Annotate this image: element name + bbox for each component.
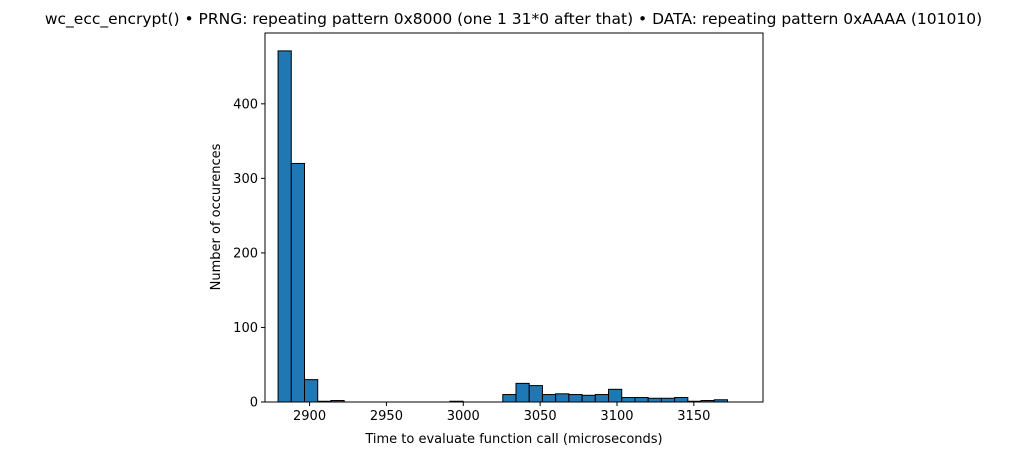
y-tick-label: 100 bbox=[233, 321, 258, 336]
plot-frame bbox=[264, 32, 764, 403]
x-axis: 2900 2950 3000 3050 3100 3150 bbox=[293, 402, 710, 424]
x-tick-label: 2950 bbox=[370, 409, 403, 424]
histogram-bar bbox=[568, 394, 583, 403]
histogram-bar bbox=[581, 394, 596, 403]
y-tick-label: 200 bbox=[233, 246, 258, 261]
histogram-bar bbox=[660, 397, 676, 403]
histogram-bar bbox=[541, 394, 557, 403]
histogram-bar bbox=[621, 397, 636, 403]
x-axis-label: Time to evaluate function call (microsec… bbox=[364, 432, 662, 447]
y-axis: 0 100 200 300 400 bbox=[233, 97, 265, 411]
x-tick-label: 3000 bbox=[447, 409, 480, 424]
histogram-bar bbox=[277, 50, 292, 403]
y-tick-label: 300 bbox=[233, 172, 258, 187]
x-tick-label: 3150 bbox=[677, 409, 710, 424]
histogram-bar bbox=[502, 394, 517, 403]
histogram-bar bbox=[528, 385, 543, 403]
histogram-bar bbox=[594, 394, 610, 403]
y-tick-label: 400 bbox=[233, 97, 258, 112]
x-tick-label: 3050 bbox=[524, 409, 557, 424]
histogram-bar bbox=[674, 397, 689, 403]
histogram-bar bbox=[555, 393, 570, 403]
chart-title: wc_ecc_encrypt() • PRNG: repeating patte… bbox=[45, 10, 982, 29]
bars-group bbox=[277, 50, 728, 403]
x-tick-label: 2900 bbox=[293, 409, 326, 424]
histogram-bar bbox=[515, 382, 530, 403]
histogram-bar bbox=[634, 397, 649, 403]
y-tick-label: 0 bbox=[250, 396, 258, 411]
histogram-bar bbox=[304, 379, 319, 403]
x-tick-label: 3100 bbox=[600, 409, 633, 424]
histogram-bar bbox=[608, 388, 623, 403]
histogram-bar bbox=[647, 397, 662, 403]
histogram-bar bbox=[290, 162, 306, 403]
y-axis-label: Number of occurences bbox=[209, 143, 224, 290]
